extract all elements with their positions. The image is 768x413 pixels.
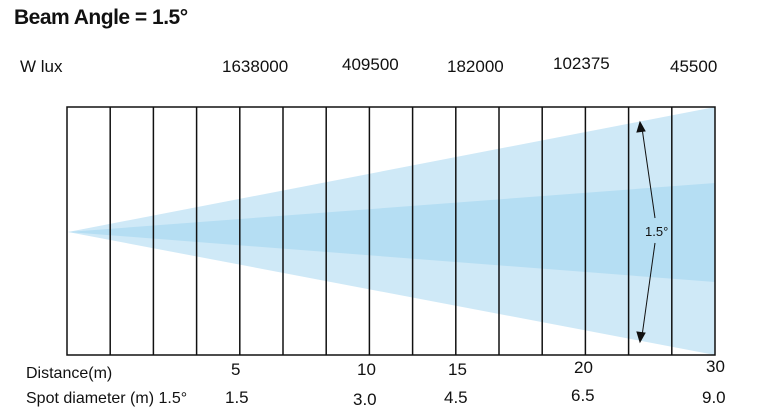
lux-value: 409500 — [342, 55, 399, 74]
page-title: Beam Angle = 1.5° — [14, 6, 188, 29]
angle-label: 1.5° — [645, 224, 669, 239]
spot-diameter-value: 4.5 — [444, 388, 468, 407]
distance-value: 20 — [574, 358, 593, 377]
distance-value: 15 — [448, 360, 467, 379]
distance-value: 10 — [357, 360, 376, 379]
distance-grid — [66, 106, 716, 356]
lux-value: 1638000 — [222, 57, 289, 76]
spot-diameter-value: 6.5 — [571, 386, 595, 405]
distance-label: Distance(m) — [26, 365, 113, 382]
spot-diameter-value: 1.5 — [225, 388, 249, 407]
spot-diameter-value: 9.0 — [702, 388, 726, 407]
spot-diameter-label: Spot diameter (m) 1.5° — [26, 390, 188, 407]
spot-diameter-value: 3.0 — [353, 390, 377, 409]
lux-value: 182000 — [447, 57, 504, 76]
angle-arrow — [636, 120, 656, 344]
lux-value: 102375 — [553, 54, 610, 73]
lux-value: 45500 — [670, 57, 718, 76]
distance-value: 30 — [706, 357, 725, 376]
grid-frame — [66, 106, 716, 356]
beam-inner — [68, 183, 715, 282]
lux-label: W lux — [20, 57, 63, 76]
distance-value: 5 — [231, 360, 241, 379]
